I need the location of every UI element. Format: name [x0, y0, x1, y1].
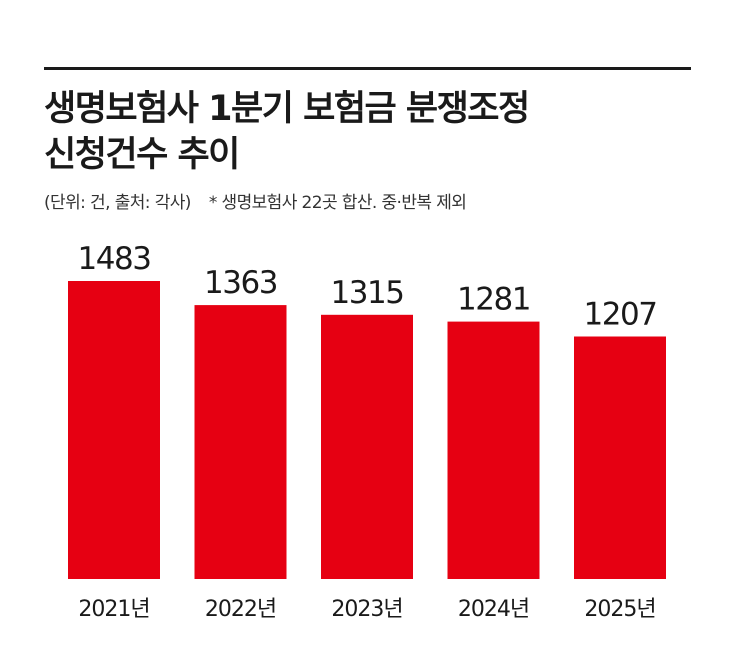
- value-label-2021년: 1483: [78, 241, 151, 277]
- x-tick-label-2025년: 2025년: [584, 597, 655, 622]
- bars-group: [68, 281, 666, 579]
- chart-title-line-2: 신청건수 추이: [44, 135, 240, 175]
- top-rule: [44, 67, 691, 70]
- bar-2025년: [574, 336, 666, 579]
- unit-source-note: (단위: 건, 출처: 각사): [44, 193, 191, 213]
- x-tick-label-2021년: 2021년: [78, 597, 149, 622]
- x-tick-label-2024년: 2024년: [458, 597, 529, 622]
- bar-2023년: [321, 314, 413, 579]
- value-labels-group: 1483 1363 1315 1281 1207: [78, 241, 658, 333]
- value-label-2025년: 1207: [584, 297, 657, 333]
- chart-title-line-1: 생명보험사 1분기 보험금 분쟁조정: [44, 89, 530, 129]
- bar-2021년: [68, 281, 160, 579]
- footnote: * 생명보험사 22곳 합산. 중·반복 제외: [208, 193, 467, 213]
- chart-title: 생명보험사 1분기 보험금 분쟁조정 신청건수 추이: [44, 86, 530, 178]
- x-tick-label-2023년: 2023년: [331, 597, 402, 622]
- x-axis-tick-labels: 2021년 2022년 2023년 2024년 2025년: [78, 597, 656, 622]
- value-label-2024년: 1281: [457, 282, 530, 318]
- value-label-2023년: 1315: [331, 275, 404, 311]
- bar-2022년: [194, 305, 287, 579]
- value-label-2022년: 1363: [204, 265, 277, 301]
- bar-2024년: [447, 321, 540, 579]
- chart-note: (단위: 건, 출처: 각사) * 생명보험사 22곳 합산. 중·반복 제외: [44, 188, 467, 213]
- x-tick-label-2022년: 2022년: [205, 597, 276, 622]
